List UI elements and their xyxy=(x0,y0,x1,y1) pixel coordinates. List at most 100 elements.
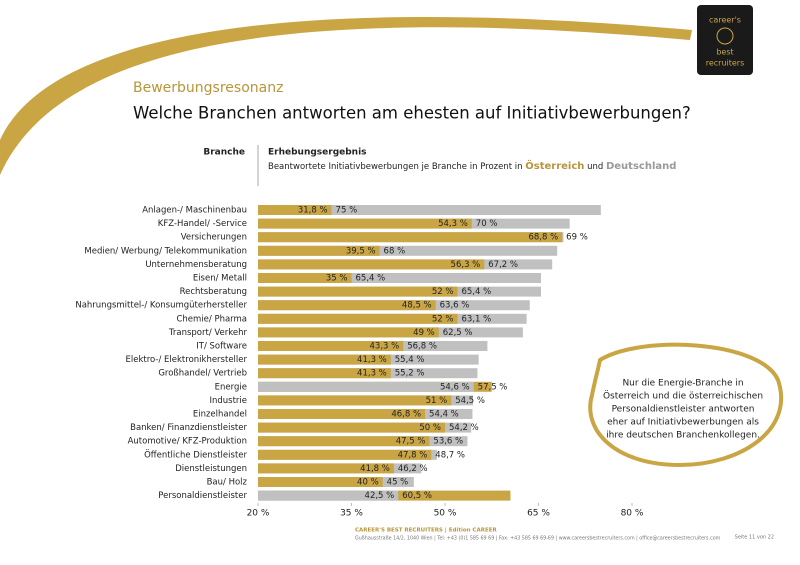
value-label: 68 % xyxy=(384,246,406,256)
bar xyxy=(258,368,391,379)
bar xyxy=(258,300,436,311)
value-label: 54,3 % xyxy=(438,219,468,229)
value-label: 69 % xyxy=(566,233,588,243)
value-label: 56,8 % xyxy=(407,342,437,352)
value-label: 45 % xyxy=(387,478,409,488)
bar xyxy=(258,490,399,501)
legend-entry: Deutschland xyxy=(606,161,676,172)
annotation-line: ihre deutschen Branchenkollegen. xyxy=(606,431,760,441)
bar xyxy=(258,313,458,324)
category-label: Eisen/ Metall xyxy=(193,274,247,284)
bar xyxy=(258,422,445,433)
value-label: 50 % xyxy=(419,423,441,433)
value-label: 54,4 % xyxy=(429,410,459,420)
annotation-line: Personaldienstleister antworten xyxy=(612,405,755,415)
value-label: 68,8 % xyxy=(528,233,558,243)
value-label: 47,8 % xyxy=(398,450,428,460)
logo-text: career's xyxy=(709,16,741,25)
bar xyxy=(258,354,391,365)
value-label: 60,5 % xyxy=(402,491,432,501)
bar xyxy=(258,273,541,283)
value-label: 48,5 % xyxy=(402,301,432,311)
value-label: 41,3 % xyxy=(357,369,387,379)
bar xyxy=(258,409,426,419)
bar xyxy=(258,218,472,229)
callout-ring xyxy=(588,342,784,468)
category-label: Rechtsberatung xyxy=(180,287,247,297)
category-label: Öffentliche Dienstleister xyxy=(144,449,247,460)
value-label: 57,5 % xyxy=(478,382,508,392)
value-label: 48,7 % xyxy=(435,450,465,460)
x-tick-label: 20 % xyxy=(247,509,270,519)
category-label: Industrie xyxy=(209,396,247,406)
x-tick-label: 35 % xyxy=(340,509,363,519)
bar xyxy=(258,449,432,460)
footer-brand: CAREER'S BEST RECRUITERS | Edition CAREE… xyxy=(355,528,497,534)
category-header: Branche xyxy=(203,148,245,158)
value-label: 51 % xyxy=(426,396,448,406)
value-label: 41,3 % xyxy=(357,355,387,365)
bar xyxy=(258,327,439,338)
value-label: 41,8 % xyxy=(360,464,390,474)
plot: 20 % 35 % 50 % 65 % 80 % Anlagen-/ Maschinenb… xyxy=(75,205,644,519)
bar xyxy=(258,245,558,256)
category-label: Nahrungsmittel-/ Konsumgüterhersteller xyxy=(75,301,247,311)
bar xyxy=(258,232,563,243)
bar xyxy=(258,205,332,215)
category-label: Transport/ Verkehr xyxy=(168,328,248,338)
category-label: Automotive/ KFZ-Produktion xyxy=(128,437,247,447)
value-label: 65,4 % xyxy=(356,274,386,284)
bar xyxy=(258,381,474,392)
category-label: Banken/ Finanzdienstleister xyxy=(130,423,247,433)
value-label: 47,5 % xyxy=(396,437,426,447)
bar xyxy=(258,286,458,297)
legend-entry: Österreich xyxy=(525,158,584,172)
logo xyxy=(697,5,753,75)
value-label: 56,3 % xyxy=(451,260,481,270)
logo-text: recruiters xyxy=(706,59,745,68)
value-label: 55,4 % xyxy=(395,355,425,365)
annotation-line: Nur die Energie-Branche in xyxy=(622,379,743,389)
x-tick-label: 80 % xyxy=(621,509,644,519)
value-label: 52 % xyxy=(432,314,454,324)
bar xyxy=(258,205,601,215)
value-label: 52 % xyxy=(432,287,454,297)
value-label: 75 % xyxy=(336,206,358,216)
value-label: 54,2 % xyxy=(449,423,479,433)
category-label: Einzelhandel xyxy=(193,410,247,420)
value-label: 65,4 % xyxy=(461,287,491,297)
value-label: 49 % xyxy=(413,328,435,338)
category-label: Anlagen-/ Maschinenbau xyxy=(142,206,247,216)
annotation-line: eher auf Initiativbewerbungen als xyxy=(607,418,759,428)
value-label: 31,8 % xyxy=(298,206,328,216)
value-label: 70 % xyxy=(476,219,498,229)
category-label: Medien/ Werbung/ Telekommunikation xyxy=(84,246,247,256)
bar xyxy=(258,273,352,283)
value-label: 62,5 % xyxy=(443,328,473,338)
logo-text: best xyxy=(716,48,733,57)
chart-title: Welche Branchen antworten am ehesten auf… xyxy=(133,104,691,123)
annotation: Nur die Energie-Branche in Österreich und… xyxy=(603,379,763,441)
value-label: 46,8 % xyxy=(391,410,421,420)
value-label: 55,2 % xyxy=(395,369,425,379)
section-title: Bewerbungsresonanz xyxy=(133,80,283,96)
value-label: 42,5 % xyxy=(365,491,395,501)
subtitle-text: und xyxy=(587,162,603,172)
value-label: 63,6 % xyxy=(440,301,470,311)
value-label: 40 % xyxy=(357,478,379,488)
category-label: KFZ-Handel/ -Service xyxy=(158,219,247,229)
bar xyxy=(258,395,452,406)
value-label: 35 % xyxy=(326,274,348,284)
bar xyxy=(258,341,404,351)
category-label: Personaldienstleister xyxy=(158,491,247,501)
footer-address: Gußhausstraße 14/2, 1040 Wien | Tel: +43… xyxy=(355,536,721,542)
value-label: 46,2 % xyxy=(398,464,428,474)
subtitle: Beantwortete Initiativbewerbungen je Bra… xyxy=(268,158,676,172)
bar xyxy=(258,245,380,256)
category-label: Dienstleistungen xyxy=(175,464,247,474)
value-label: 54,6 % xyxy=(440,382,470,392)
bar xyxy=(258,463,394,474)
annotation-line: Österreich und die österreichischen xyxy=(603,391,763,402)
category-label: Energie xyxy=(215,382,247,392)
subtitle-text: Beantwortete Initiativbewerbungen je Bra… xyxy=(268,162,523,172)
